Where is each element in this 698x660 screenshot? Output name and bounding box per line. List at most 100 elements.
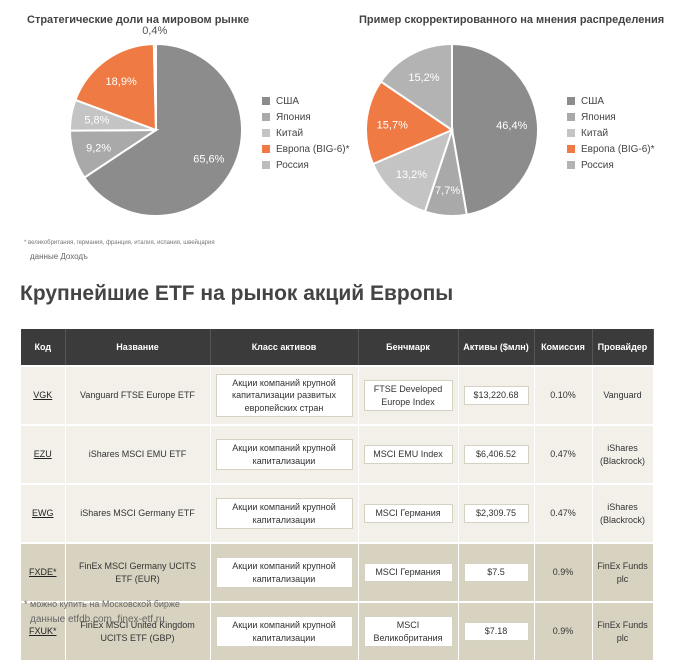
etf-code-link[interactable]: EWG [32,508,54,519]
cell-name: iShares MSCI EMU ETF [65,424,211,484]
pie-slice-1-4 [379,42,453,132]
legend-swatch [262,97,270,105]
legend-swatch [567,113,575,121]
legend-item-0-3: Европа (BIG-6)* [262,141,350,157]
table-row: EWG iShares MSCI Germany ETF Акции компани… [21,483,654,543]
legend-right: США Япония Китай Европа (BIG-6)* Россия [567,93,655,173]
cell-fee: 0.47% [534,483,593,543]
cell-name: Vanguard FTSE Europe ETF [65,365,211,425]
cell-benchmark-value: MSCI Великобритания [363,616,453,647]
cell-assets: $2,309.75 [458,483,535,543]
table-footnote: * можно купить на Московской бирже [24,599,180,609]
pie-slice-0-0 [82,42,243,217]
legend-swatch [262,129,270,137]
legend-item-1-0: США [567,93,655,109]
cell-code: VGK [21,365,66,425]
pie-slice-0-3 [74,43,158,132]
cell-asset-class-value: Акции компаний крупной капитализации раз… [215,374,353,417]
cell-fee: 0.9% [534,542,593,602]
cell-assets-value: $2,309.75 [463,504,529,523]
legend-label: Европа (BIG-6)* [581,143,655,155]
chart-title-right: Пример скорректированного на мнения расп… [359,14,665,26]
chart-footnote: * великобритания, германия, франция, ита… [24,240,215,246]
table-row: FXUK* FinEx MSCI United Kingdom UCITS ETF… [21,601,654,660]
chart-source: данные Доходъ [30,252,88,261]
cell-provider: Vanguard [592,365,654,425]
cell-assets: $6,406.52 [458,424,535,484]
header-code: Код [21,329,66,366]
legend-swatch [567,129,575,137]
cell-name: iShares MSCI Germany ETF [65,483,211,543]
cell-benchmark: FTSE Developed Europe Index [358,365,459,425]
legend-label: США [276,95,300,107]
cell-asset-class: Акции компаний крупной капитализации [210,483,359,543]
etf-code-link[interactable]: EZU [33,449,52,460]
cell-benchmark-value: MSCI Германия [363,563,453,582]
cell-benchmark-value: MSCI Германия [363,504,453,523]
page-heading: Крупнейшие ETF на рынок акций Европы [20,282,454,305]
cell-code: EZU [21,424,66,484]
legend-label: Япония [276,111,311,123]
header-fee: Комиссия [534,329,593,366]
cell-asset-class: Акции компаний крупной капитализации раз… [210,365,359,425]
legend-swatch [567,145,575,153]
legend-swatch [567,161,575,169]
legend-item-1-1: Япония [567,109,655,125]
cell-benchmark-value: FTSE Developed Europe Index [363,380,453,411]
legend-item-0-2: Китай [262,125,350,141]
pie-label-0-4: 0,4% [142,25,167,37]
pie-slice-1-2 [371,128,454,213]
cell-benchmark: MSCI Германия [358,483,459,543]
cell-code: FXDE* [21,542,66,602]
legend-item-1-3: Европа (BIG-6)* [567,141,655,157]
cell-asset-class: Акции компаний крупной капитализации [210,424,359,484]
cell-assets-value: $13,220.68 [463,386,529,405]
legend-swatch [262,113,270,121]
header-assets: Активы ($млн) [458,329,535,366]
cell-benchmark-value: MSCI EMU Index [363,445,453,464]
cell-asset-class-value: Акции компаний крупной капитализации [215,616,353,647]
legend-label: Китай [581,127,609,139]
pie-label-0-1: 9,2% [86,143,111,155]
pie-slice-1-0 [451,42,539,216]
cell-benchmark: MSCI Великобритания [358,601,459,660]
etf-code-link[interactable]: VGK [33,390,53,401]
legend-label: Япония [581,111,616,123]
etf-code-link[interactable]: FXDE* [28,567,57,578]
cell-benchmark: MSCI Германия [358,542,459,602]
cell-assets-value: $7.5 [463,563,529,582]
legend-item-0-4: Россия [262,157,350,173]
cell-provider: iShares (Blackrock) [592,483,654,543]
cell-benchmark: MSCI EMU Index [358,424,459,484]
header-provider: Провайдер [592,329,654,366]
pie-label-1-2: 13,2% [396,169,427,181]
cell-provider: FinEx Funds plc [592,601,654,660]
cell-assets: $13,220.68 [458,365,535,425]
header-name: Название [65,329,211,366]
legend-item-1-4: Россия [567,157,655,173]
cell-provider: iShares (Blackrock) [592,424,654,484]
cell-assets-value: $6,406.52 [463,445,529,464]
legend-label: Китай [276,127,304,139]
legend-label: США [581,95,605,107]
legend-swatch [262,161,270,169]
etf-code-link[interactable]: FXUK* [28,626,57,637]
table-row: VGK Vanguard FTSE Europe ETF Акции компани… [21,365,654,425]
table-row: EZU iShares MSCI EMU ETF Акции компаний кр… [21,424,654,484]
cell-code: FXUK* [21,601,66,660]
chart-title-left: Стратегические доли на мировом рынке [27,14,250,26]
pie-label-1-1: 7,7% [435,185,460,197]
etf-table: Код Название Класс активов Бенчмарк Акти… [21,329,654,660]
pie-label-0-0: 65,6% [193,153,224,165]
pie-label-1-0: 46,4% [496,120,527,132]
legend-item-0-0: США [262,93,350,109]
cell-name: FinEx MSCI Germany UCITS ETF (EUR) [65,542,211,602]
legend-swatch [567,97,575,105]
legend-label: Россия [276,159,309,171]
cell-assets: $7.5 [458,542,535,602]
cell-fee: 0.47% [534,424,593,484]
pie-chart-strategic: 65,6% 9,2% 5,8% 18,9% 0,4% [68,25,243,217]
pie-slice-0-4 [152,42,157,131]
legend-item-1-2: Китай [567,125,655,141]
cell-asset-class-value: Акции компаний крупной капитализации [215,557,353,588]
